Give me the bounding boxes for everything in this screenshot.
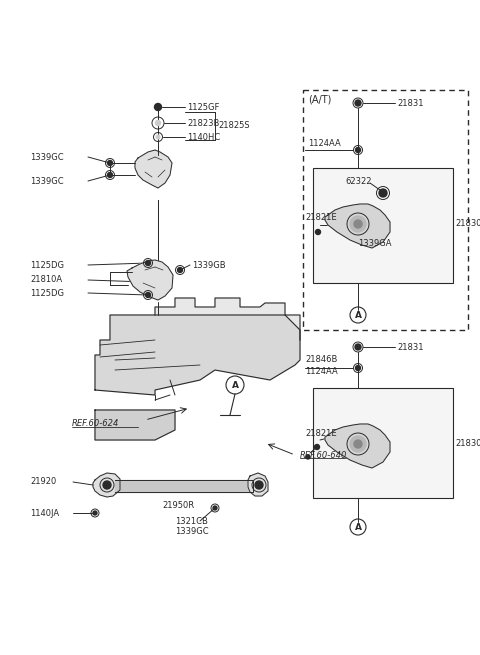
Circle shape (156, 121, 160, 126)
Polygon shape (248, 473, 268, 496)
Text: 1339GA: 1339GA (358, 238, 392, 248)
Circle shape (178, 267, 182, 272)
Circle shape (145, 261, 151, 265)
Text: 1140HC: 1140HC (187, 132, 220, 141)
Text: 21830: 21830 (455, 219, 480, 229)
Circle shape (108, 172, 112, 178)
Polygon shape (127, 260, 173, 300)
Circle shape (350, 216, 366, 232)
Text: 1339GC: 1339GC (175, 527, 209, 536)
Text: REF.60-640: REF.60-640 (300, 451, 348, 460)
Text: (A/T): (A/T) (308, 95, 331, 105)
Circle shape (108, 160, 112, 166)
Text: 21821E: 21821E (305, 214, 336, 223)
Polygon shape (115, 480, 253, 492)
Text: 21846B: 21846B (305, 356, 337, 364)
Circle shape (93, 511, 97, 515)
Polygon shape (325, 204, 390, 248)
Circle shape (315, 229, 321, 234)
Text: 21831: 21831 (397, 343, 423, 352)
Polygon shape (93, 473, 120, 497)
Circle shape (355, 344, 361, 350)
Bar (313, 388, 453, 498)
Circle shape (306, 455, 310, 459)
Polygon shape (95, 315, 300, 395)
Polygon shape (155, 298, 300, 340)
Circle shape (103, 481, 111, 489)
Text: 1125DG: 1125DG (30, 288, 64, 297)
Text: 1124AA: 1124AA (308, 138, 341, 147)
Text: 21950R: 21950R (162, 500, 194, 510)
Circle shape (356, 147, 360, 153)
Circle shape (356, 365, 360, 371)
Text: A: A (231, 381, 239, 390)
Circle shape (379, 189, 387, 197)
Text: 21825S: 21825S (218, 121, 250, 130)
Circle shape (255, 481, 263, 489)
Text: 21810A: 21810A (30, 276, 62, 284)
Text: 21831: 21831 (397, 98, 423, 107)
Text: 1125GF: 1125GF (187, 102, 219, 111)
Text: 62322: 62322 (345, 176, 372, 185)
FancyBboxPatch shape (303, 90, 468, 330)
Text: 1321CB: 1321CB (175, 517, 208, 525)
Polygon shape (95, 410, 175, 440)
Text: A: A (355, 523, 361, 531)
Circle shape (155, 103, 161, 111)
Text: 1339GC: 1339GC (30, 176, 64, 185)
Circle shape (355, 100, 361, 106)
Text: 21821E: 21821E (305, 428, 336, 438)
Text: A: A (355, 310, 361, 320)
Circle shape (354, 220, 362, 228)
Text: 21920: 21920 (30, 477, 56, 487)
Polygon shape (325, 424, 390, 468)
Text: 1124AA: 1124AA (305, 367, 338, 375)
Text: 1140JA: 1140JA (30, 508, 59, 517)
Text: 1125DG: 1125DG (30, 261, 64, 269)
Circle shape (314, 445, 320, 449)
Circle shape (213, 506, 217, 510)
Text: 1339GB: 1339GB (192, 261, 226, 269)
Circle shape (350, 436, 366, 452)
Text: 1339GC: 1339GC (30, 153, 64, 162)
Text: 21823B: 21823B (187, 119, 219, 128)
Circle shape (354, 440, 362, 448)
Polygon shape (135, 150, 172, 188)
Text: 21830: 21830 (455, 440, 480, 449)
Circle shape (145, 293, 151, 297)
Text: REF.60-624: REF.60-624 (72, 419, 120, 428)
Bar (313, 168, 453, 283)
Circle shape (156, 135, 160, 139)
